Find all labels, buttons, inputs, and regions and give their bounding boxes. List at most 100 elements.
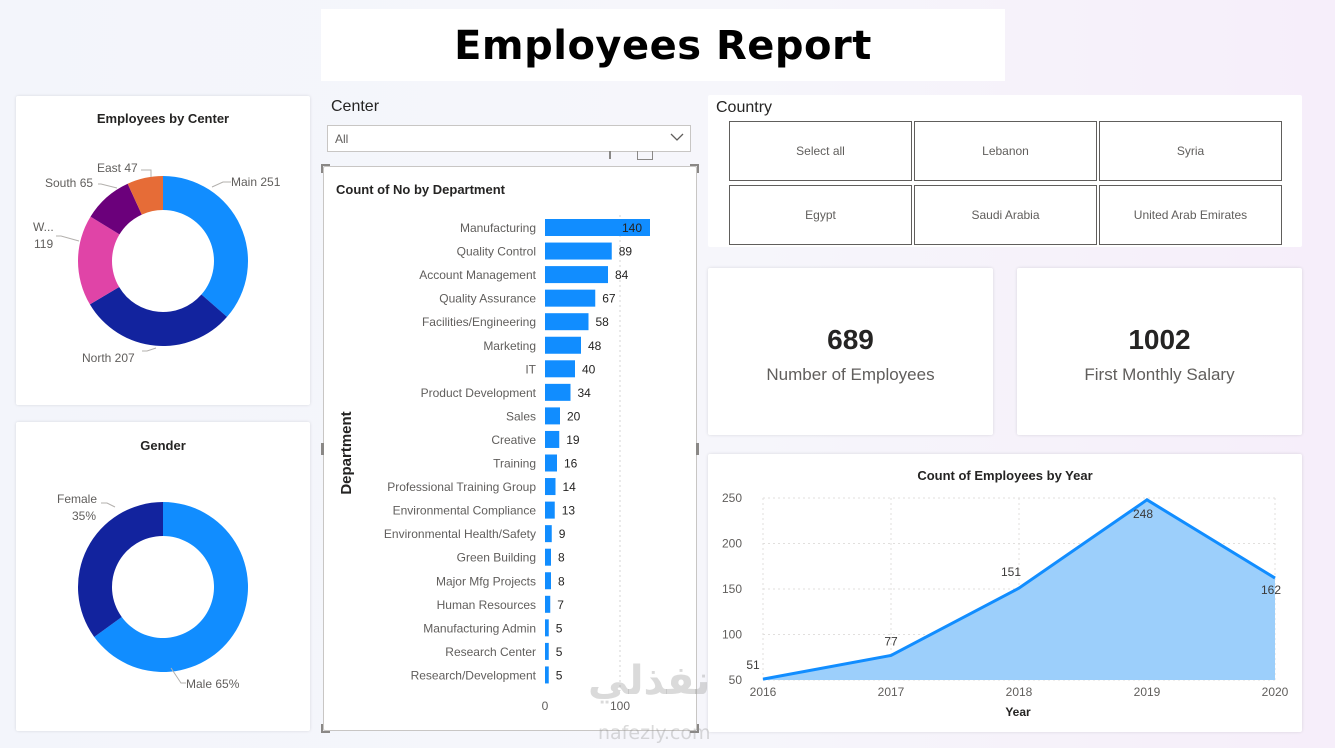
- center-dropdown[interactable]: All: [327, 125, 691, 152]
- area-fill[interactable]: [763, 499, 1275, 680]
- country-tile-label: Lebanon: [982, 144, 1029, 158]
- resize-handle-tl[interactable]: [321, 164, 330, 173]
- center-slice-w[interactable]: [77, 216, 120, 305]
- center-slicer-header: Center: [331, 98, 380, 115]
- area-data-label: 77: [884, 634, 898, 648]
- bar-manufacturing-admin[interactable]: [545, 619, 549, 637]
- slice-label-male: Male 65%: [186, 677, 240, 691]
- bar-category-label: Manufacturing: [460, 221, 536, 235]
- center-donut-card[interactable]: Employees by Center Main 251 North 207 W…: [16, 96, 310, 405]
- bar-green-building[interactable]: [545, 548, 551, 566]
- filter-icon[interactable]: [609, 151, 611, 159]
- kpi-salary-value: 1002: [1128, 324, 1191, 355]
- bar-data-label: 34: [578, 386, 592, 400]
- kpi-card-salary[interactable]: 1002 First Monthly Salary: [1017, 268, 1302, 435]
- bar-data-label: 5: [556, 645, 563, 659]
- department-bar-card[interactable]: Count of No by Department Manufacturing 1…: [321, 151, 699, 733]
- focus-mode-icon[interactable]: [637, 151, 653, 160]
- area-data-label: 162: [1261, 583, 1281, 597]
- slice-label-south: South 65: [45, 176, 93, 190]
- bar-research-development[interactable]: [545, 666, 549, 684]
- area-data-label: 51: [746, 658, 760, 672]
- resize-handle-bl[interactable]: [321, 724, 330, 733]
- bar-human-resources[interactable]: [545, 595, 551, 613]
- slice-label-east: East 47: [97, 161, 138, 175]
- bar-sales[interactable]: [545, 407, 560, 425]
- gender-donut-svg: Female 35% Male 65%: [57, 492, 249, 691]
- x-tick-label: 2016: [750, 685, 777, 699]
- bar-data-label: 8: [558, 574, 565, 588]
- x-tick-label: 2018: [1006, 685, 1033, 699]
- center-slice-north[interactable]: [89, 287, 228, 346]
- country-slicer-card: Country Select all Lebanon Syria Egypt S…: [708, 95, 1302, 247]
- bar-manufacturing[interactable]: [545, 219, 650, 236]
- bar-account-management[interactable]: [545, 266, 608, 284]
- year-area-svg: 50 100 150 200 250 2016 2017 2018 2019 2020 51 77 1…: [722, 491, 1289, 719]
- bar-category-label: Product Development: [421, 386, 537, 400]
- center-slice-south[interactable]: [90, 183, 142, 235]
- bar-data-label: 5: [556, 621, 563, 635]
- year-area-title: Count of Employees by Year: [917, 468, 1093, 483]
- bar-data-label: 84: [615, 268, 629, 282]
- department-bar-title: Count of No by Department: [336, 182, 505, 197]
- bar-data-label: 140: [622, 221, 642, 235]
- bar-category-label: Research/Development: [411, 668, 537, 682]
- bar-data-label: 19: [566, 433, 580, 447]
- bar-professional-training-group[interactable]: [545, 478, 556, 496]
- y-tick-label: 200: [722, 537, 742, 551]
- bar-environmental-compliance[interactable]: [545, 501, 555, 519]
- center-slice-main[interactable]: [163, 176, 249, 317]
- kpi-employees-value: 689: [827, 324, 874, 355]
- x-tick-label: 2017: [878, 685, 905, 699]
- resize-handle-ml[interactable]: [321, 443, 324, 455]
- bar-data-label: 8: [558, 551, 565, 565]
- gender-donut-card[interactable]: Gender Female 35% Male 65%: [16, 422, 310, 731]
- bar-creative[interactable]: [545, 430, 560, 448]
- bar-quality-assurance[interactable]: [545, 289, 596, 307]
- slice-label-west-value: 119: [34, 237, 53, 251]
- country-tile-lebanon[interactable]: Lebanon: [914, 121, 1097, 181]
- resize-handle-br[interactable]: [690, 724, 699, 733]
- country-tile-saudi-arabia[interactable]: Saudi Arabia: [914, 185, 1097, 245]
- y-tick-label: 250: [722, 491, 742, 505]
- bar-data-label: 58: [596, 315, 610, 329]
- bar-facilities-engineering[interactable]: [545, 313, 589, 331]
- kpi-card-employees[interactable]: 689 Number of Employees: [708, 268, 993, 435]
- x-tick-label: 2019: [1134, 685, 1161, 699]
- slice-label-female-name: Female: [57, 492, 97, 506]
- area-line[interactable]: [762, 498, 1276, 681]
- bar-product-development[interactable]: [545, 383, 571, 401]
- bar-data-label: 13: [562, 504, 576, 518]
- resize-handle-tr[interactable]: [690, 164, 699, 173]
- country-tile-syria[interactable]: Syria: [1099, 121, 1282, 181]
- country-tile-label: United Arab Emirates: [1133, 208, 1248, 222]
- bar-marketing[interactable]: [545, 336, 581, 354]
- bar-data-label: 67: [602, 292, 616, 306]
- bar-category-label: Training: [493, 457, 536, 471]
- visual-header-icons[interactable]: [609, 151, 659, 161]
- bar-quality-control[interactable]: [545, 242, 612, 260]
- gender-slice-male[interactable]: [94, 502, 249, 672]
- country-tile-uae[interactable]: United Arab Emirates: [1099, 185, 1282, 245]
- center-slice-east[interactable]: [127, 176, 163, 215]
- bar-it[interactable]: [545, 360, 575, 378]
- bar-research-center[interactable]: [545, 642, 549, 660]
- resize-handle-mr[interactable]: [696, 443, 699, 455]
- bar-major-mfg-projects[interactable]: [545, 572, 551, 590]
- bar-environmental-health-safety[interactable]: [545, 525, 552, 543]
- bar-category-label: Quality Assurance: [439, 292, 536, 306]
- bar-data-label: 14: [563, 480, 577, 494]
- country-tile-egypt[interactable]: Egypt: [729, 185, 912, 245]
- bar-data-label: 20: [567, 409, 581, 423]
- bar-category-label: Environmental Compliance: [393, 504, 537, 518]
- center-donut-svg: Main 251 North 207 W... 119 South 65 Eas…: [33, 161, 281, 365]
- y-tick-label: 150: [722, 582, 742, 596]
- gender-slice-female[interactable]: [78, 502, 163, 637]
- bar-category-label: Creative: [491, 433, 536, 447]
- bar-category-label: Professional Training Group: [387, 480, 536, 494]
- country-tile-select-all[interactable]: Select all: [729, 121, 912, 181]
- y-tick-label: 100: [722, 628, 742, 642]
- year-area-card[interactable]: Count of Employees by Year 50 100 150 200 25…: [708, 454, 1302, 732]
- bar-training[interactable]: [545, 454, 557, 472]
- bar-category-label: Research Center: [445, 645, 536, 659]
